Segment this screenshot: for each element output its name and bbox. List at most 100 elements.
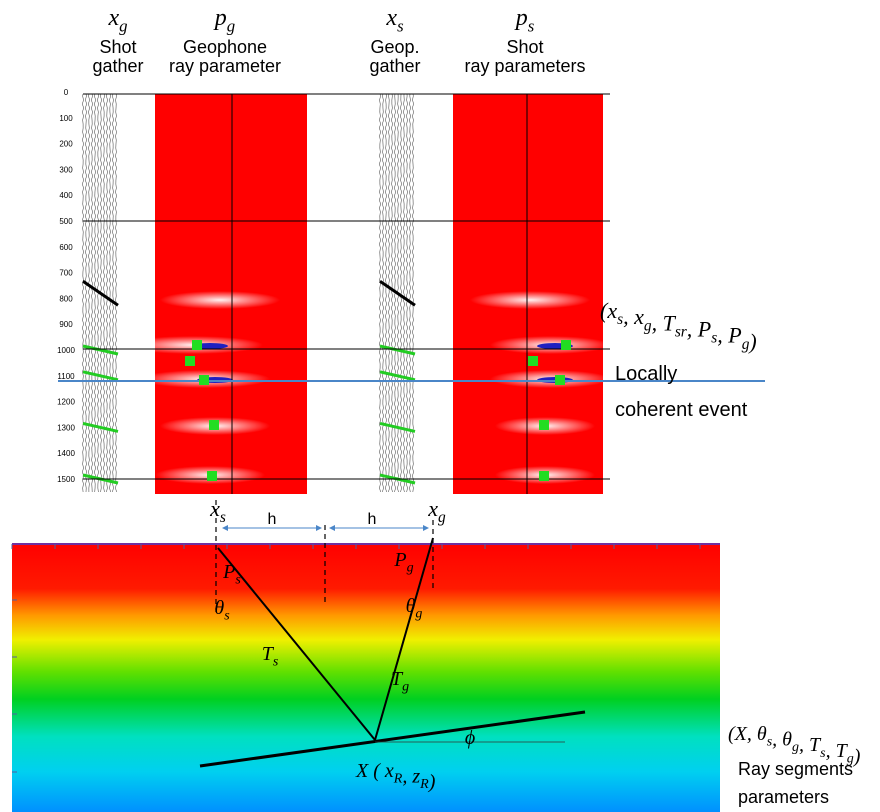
header-text: Geophone (183, 37, 267, 57)
header-symbol: pg (213, 5, 235, 36)
text-part: P (393, 549, 406, 571)
pick-annotation: (xs, xg, Tsr, Ps, Pg) (600, 298, 757, 354)
subscript: s (224, 609, 230, 624)
header-text: Geop. (370, 37, 419, 57)
event-wavelet (380, 346, 415, 354)
model-label: ϕ (465, 727, 475, 749)
trace (391, 94, 392, 492)
trace (91, 94, 92, 492)
subscript: s (273, 655, 279, 670)
trace (409, 94, 410, 492)
subscript: g (415, 607, 422, 622)
pick (207, 471, 217, 481)
trace (388, 94, 389, 492)
header-text: gather (369, 56, 420, 76)
header-text: ray parameter (169, 56, 281, 76)
text-part: h (368, 511, 377, 528)
pick (209, 420, 219, 430)
time-label: 1200 (57, 398, 75, 407)
trace (112, 94, 113, 492)
time-label: 900 (59, 320, 73, 329)
text-part: x (427, 496, 438, 521)
header-text: Shot (99, 37, 136, 57)
subscript: g (407, 561, 414, 576)
pick (539, 420, 549, 430)
subscript: s (220, 509, 226, 526)
figure: xgShotgatherpgGeophoneray parameterxsGeo… (0, 0, 880, 812)
trace (109, 94, 110, 492)
text-part: , z (402, 766, 420, 788)
subscript: g (119, 17, 127, 36)
parameter-caption: parameters (738, 787, 829, 807)
trace (406, 94, 407, 492)
trace (94, 94, 95, 492)
text-part: h (268, 511, 277, 528)
subscript: R (393, 772, 403, 787)
subscript: g (227, 17, 235, 36)
pick (199, 375, 209, 385)
text-part: (X, θ (728, 723, 767, 745)
header-symbol: xg (107, 5, 127, 36)
trace (385, 94, 386, 492)
text-part: , θ (772, 729, 792, 751)
time-label: 800 (59, 294, 73, 303)
event-label: coherent event (615, 399, 748, 421)
subscript: g (402, 680, 409, 695)
header-symbol: xs (385, 5, 404, 36)
text-part: ) (853, 745, 861, 767)
event-glow (470, 291, 590, 309)
time-label: 100 (59, 114, 73, 123)
text-part: , x (623, 304, 644, 329)
pick (185, 356, 195, 366)
text-part: ϕ (465, 727, 475, 749)
text-part: , T (799, 734, 822, 756)
time-label: 200 (59, 140, 73, 149)
time-label: 0 (64, 88, 69, 97)
header-text: gather (92, 56, 143, 76)
model-label: xg (427, 496, 446, 526)
pick (539, 471, 549, 481)
text-part: θ (214, 597, 224, 619)
text-part: p (213, 5, 227, 31)
header-text: Shot (506, 37, 543, 57)
time-label: 1400 (57, 449, 75, 458)
model-label: h (368, 511, 377, 528)
text-part: (x (600, 298, 617, 323)
header-symbol: ps (514, 5, 535, 36)
text-part: x (385, 5, 397, 31)
parameter-caption: Ray segments (738, 759, 853, 779)
header-text: ray parameters (464, 56, 585, 76)
text-part: ) (428, 771, 436, 793)
text-part: , T (652, 310, 677, 335)
pick (528, 356, 538, 366)
text-part: P (222, 561, 235, 583)
text-part: ) (747, 329, 756, 354)
subscript: s (235, 573, 241, 588)
time-label: 1100 (57, 372, 75, 381)
model-label: h (268, 511, 277, 528)
time-label: 500 (59, 217, 73, 226)
model-label: xs (209, 496, 226, 526)
trace (82, 94, 83, 492)
event-label: Locally (615, 363, 677, 385)
pick (555, 375, 565, 385)
trace (85, 94, 86, 492)
time-label: 1000 (57, 346, 75, 355)
trace (382, 94, 383, 492)
subscript: g (438, 509, 446, 526)
time-label: 300 (59, 165, 73, 174)
trace (379, 94, 380, 492)
text-part: x (107, 5, 119, 31)
time-label: 1300 (57, 423, 75, 432)
subscript: s (528, 17, 535, 36)
trace (400, 94, 401, 492)
time-label: 600 (59, 243, 73, 252)
text-part: p (514, 5, 528, 31)
time-label: 400 (59, 191, 73, 200)
event-glow (160, 291, 280, 309)
trace (103, 94, 104, 492)
pick (192, 340, 202, 350)
text-part: X ( x (355, 760, 394, 782)
text-part: , P (717, 323, 741, 348)
text-part: , P (687, 316, 711, 341)
